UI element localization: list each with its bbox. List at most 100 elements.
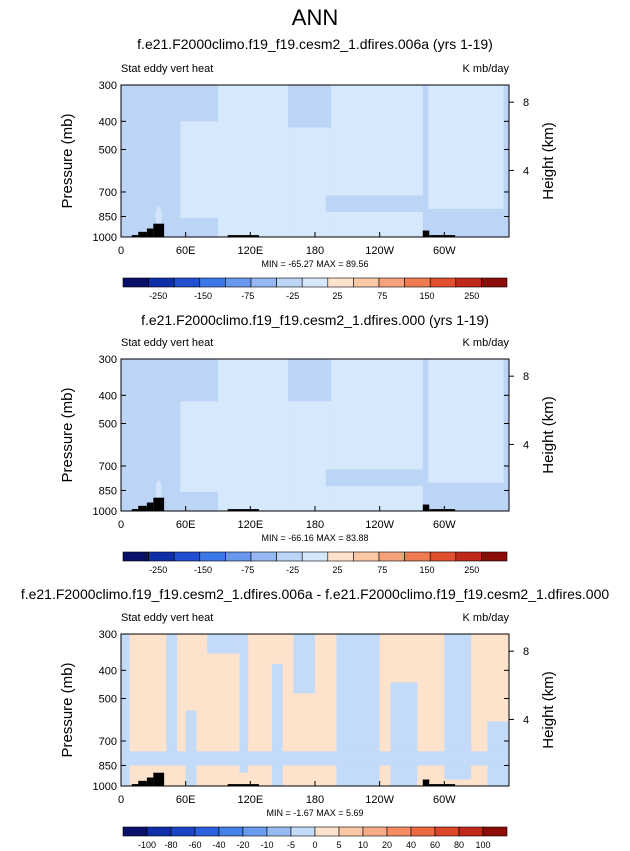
field <box>121 85 509 237</box>
topography-block <box>422 230 430 237</box>
topography-block <box>153 497 165 511</box>
colorbar-label: 25 <box>332 291 342 301</box>
height-tick-label: 8 <box>523 646 529 658</box>
colorbar-swatch <box>378 551 405 562</box>
topography-block <box>227 235 259 237</box>
colorbar-label: -25 <box>286 291 299 301</box>
colorbar-label: -80 <box>164 840 177 850</box>
colorbar-swatch <box>481 551 508 562</box>
field-region <box>288 127 332 237</box>
colorbar-swatch <box>122 277 149 288</box>
field-region <box>185 710 197 786</box>
x-tick-label: 60W <box>433 245 456 257</box>
colorbar: -100 -80 -60 -40 -20 -10 -5 0 5 10 20 40 60 80 100 <box>122 826 508 850</box>
y-tick-label: 850 <box>99 485 117 497</box>
colorbar-swatch <box>276 551 303 562</box>
colorbar-swatch <box>301 551 329 562</box>
colorbar-label: 60 <box>430 840 440 850</box>
colorbar-swatch <box>148 551 175 562</box>
colorbar-swatch <box>225 551 252 562</box>
colorbar-label: -250 <box>149 565 167 575</box>
field-region <box>121 751 509 766</box>
colorbar-label: -10 <box>260 840 273 850</box>
colorbar-label: -20 <box>236 840 249 850</box>
x-tick-label: 180 <box>306 245 324 257</box>
y-tick-label: 850 <box>99 211 117 223</box>
field-region <box>166 634 178 755</box>
colorbar-swatch <box>455 551 482 562</box>
colorbar-label: 250 <box>464 565 479 575</box>
colorbar-swatch <box>362 826 388 837</box>
field-region <box>142 85 154 217</box>
topography-block <box>429 784 456 786</box>
height-tick-label: 8 <box>523 97 529 109</box>
colorbar-swatch <box>122 551 149 562</box>
field-region <box>422 85 428 231</box>
colorbar-swatch <box>482 826 508 837</box>
y-tick-label: 1000 <box>93 781 117 793</box>
field-region <box>142 359 154 491</box>
y-tick-label: 300 <box>99 354 117 366</box>
height-axis-title: Height (km) <box>540 396 557 474</box>
y-tick-label: 850 <box>99 760 117 772</box>
x-tick-label: 60W <box>433 794 456 806</box>
colorbar-label: 250 <box>464 291 479 301</box>
y-tick-label: 300 <box>99 629 117 641</box>
y-tick-label: 300 <box>99 80 117 92</box>
min-max-stats: MIN = -66.16 MAX = 83.88 <box>261 533 368 543</box>
y-tick-label: 400 <box>99 390 117 402</box>
main-title: ANN <box>292 5 338 30</box>
colorbar-label: 10 <box>358 840 368 850</box>
x-tick-label: 120E <box>237 519 263 531</box>
topography-block <box>422 779 430 786</box>
topography-block <box>146 777 154 786</box>
colorbar-swatch <box>148 277 175 288</box>
colorbar-swatch <box>250 277 277 288</box>
colorbar-swatch <box>458 826 484 837</box>
colorbar-swatch <box>199 277 226 288</box>
colorbar-swatch <box>173 277 201 288</box>
field-region <box>180 401 218 492</box>
colorbar-swatch <box>455 277 482 288</box>
colorbar-label: 20 <box>382 840 392 850</box>
panel-left-label: Stat eddy vert heat <box>121 612 213 624</box>
height-tick-label: 4 <box>523 165 529 177</box>
panel-title: f.e21.F2000climo.f19_f19.cesm2_1.dfires.… <box>141 312 489 328</box>
colorbar-swatch <box>378 277 405 288</box>
colorbar-swatch <box>386 826 412 837</box>
topography-block <box>146 502 154 511</box>
y-tick-label: 1000 <box>93 232 117 244</box>
colorbar-label: 40 <box>406 840 416 850</box>
colorbar-label: -75 <box>241 565 254 575</box>
colorbar-label: -25 <box>286 565 299 575</box>
y-tick-label: 700 <box>99 736 117 748</box>
x-tick-label: 60E <box>176 245 196 257</box>
field-region <box>331 359 423 511</box>
colorbar-label: 75 <box>377 291 387 301</box>
colorbar-label: -150 <box>194 291 212 301</box>
panel-left-label: Stat eddy vert heat <box>121 337 213 349</box>
topography-block <box>429 235 456 237</box>
height-axis-title: Height (km) <box>540 122 557 200</box>
field-region <box>121 634 130 786</box>
field-region <box>218 359 289 511</box>
colorbar-label: 0 <box>312 840 317 850</box>
colorbar-label: -75 <box>241 291 254 301</box>
colorbar-swatch <box>353 277 380 288</box>
x-tick-label: 180 <box>306 794 324 806</box>
colorbar-swatch <box>194 826 220 837</box>
y-tick-label: 500 <box>99 418 117 430</box>
topography-block <box>429 509 456 511</box>
colorbar: -250 -150 -75 -25 25 75 150 250 <box>122 551 508 575</box>
x-tick-label: 120W <box>365 519 394 531</box>
y-tick-label: 400 <box>99 116 117 128</box>
x-tick-label: 180 <box>306 519 324 531</box>
colorbar-swatch <box>429 551 457 562</box>
colorbar-swatch <box>404 551 431 562</box>
y-tick-label: 500 <box>99 693 117 705</box>
colorbar-swatch <box>170 826 196 837</box>
topography-block <box>146 228 154 237</box>
colorbar-label: 25 <box>332 565 342 575</box>
y-tick-label: 700 <box>99 461 117 473</box>
panel-2: f.e21.F2000climo.f19_f19.cesm2_1.dfires.… <box>59 312 557 575</box>
